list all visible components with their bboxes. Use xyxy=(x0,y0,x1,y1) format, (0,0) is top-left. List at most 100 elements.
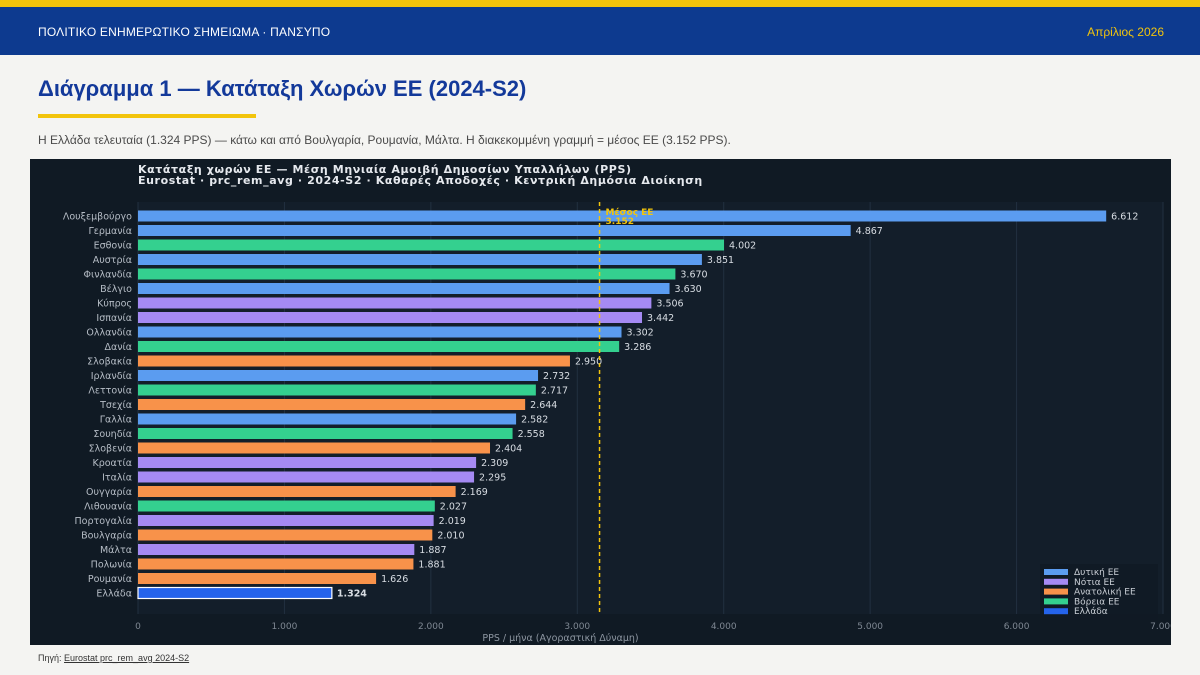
legend-label: Ανατολική ΕΕ xyxy=(1074,588,1136,598)
bar-country xyxy=(138,283,670,294)
category-label: Ελλάδα xyxy=(96,589,132,600)
value-label: 2.027 xyxy=(440,502,467,513)
header-bar: ΠΟΛΙΤΙΚΟ ΕΝΗΜΕΡΩΤΙΚΟ ΣΗΜΕΙΩΜΑ · ΠΑΝΣΥΠΟ … xyxy=(0,0,1200,55)
mean-annotation-label: Μέσος ΕΕ xyxy=(606,207,654,218)
category-label: Πορτογαλία xyxy=(74,516,132,527)
x-tick-label: 0 xyxy=(135,622,141,632)
category-label: Σλοβακία xyxy=(87,357,132,368)
footer-source: Πηγή: Eurostat prc_rem_avg 2024-S2 xyxy=(38,653,189,663)
value-label: 4.867 xyxy=(856,226,883,237)
bar-chart: 0 1.000 2.000 3.000 4.000 5.000 6.000 7.000 PPS … xyxy=(63,163,1171,644)
header-left-text: ΠΟΛΙΤΙΚΟ ΕΝΗΜΕΡΩΤΙΚΟ ΣΗΜΕΙΩΜΑ · ΠΑΝΣΥΠΟ xyxy=(38,25,331,39)
category-label: Κροατία xyxy=(92,458,132,469)
bar-country xyxy=(138,529,433,541)
bar-country xyxy=(138,413,517,425)
bar-country xyxy=(138,442,491,454)
bar-country xyxy=(138,515,434,526)
page-title: Διάγραμμα 1 — Κατάταξη Χωρών ΕΕ (2024-S2… xyxy=(38,76,527,101)
x-tick-label: 7.000 xyxy=(1150,622,1171,632)
category-label: Αυστρία xyxy=(93,255,132,266)
category-label: Κύπρος xyxy=(97,299,132,310)
bar-country xyxy=(138,268,676,280)
bar-country xyxy=(138,573,377,584)
bar-country xyxy=(138,239,725,251)
value-label: 3.506 xyxy=(656,299,683,310)
bar-country xyxy=(138,399,526,410)
source-prefix: Πηγή: xyxy=(38,653,62,663)
category-label: Βέλγιο xyxy=(100,284,132,295)
category-label: Σλοβενία xyxy=(89,444,132,455)
value-label: 2.644 xyxy=(530,400,557,411)
bar-country xyxy=(138,544,415,555)
category-label: Βουλγαρία xyxy=(81,531,132,542)
value-label: 2.404 xyxy=(495,444,522,455)
category-label: Γαλλία xyxy=(100,415,132,426)
x-tick-label: 5.000 xyxy=(857,622,883,632)
value-label: 3.442 xyxy=(647,313,674,324)
legend-swatch xyxy=(1044,598,1068,605)
bar-country xyxy=(138,558,414,570)
bar-country xyxy=(138,370,539,381)
category-label: Εσθονία xyxy=(94,241,132,252)
bar-country xyxy=(138,428,513,439)
x-axis-label: PPS / μήνα (Αγοραστική Δύναμη) xyxy=(482,633,638,644)
legend-label: Βόρεια ΕΕ xyxy=(1074,596,1120,607)
bar-country xyxy=(138,297,652,309)
bar-country xyxy=(138,225,851,236)
x-tick-label: 3.000 xyxy=(564,622,590,632)
value-label: 1.887 xyxy=(419,545,446,556)
value-label: 1.324 xyxy=(337,589,367,600)
value-label: 2.582 xyxy=(521,415,548,426)
legend-label: Ελλάδα xyxy=(1074,607,1108,617)
category-label: Φινλανδία xyxy=(84,270,132,281)
bar-country xyxy=(138,355,570,367)
mean-annotation-value: 3.152 xyxy=(606,217,634,227)
header-accent-stripe xyxy=(0,0,1200,7)
value-label: 2.309 xyxy=(481,458,508,469)
category-label: Λουξεμβούργο xyxy=(63,212,132,223)
value-label: 2.732 xyxy=(543,371,570,382)
chart-title-line1: Κατάταξη χωρών ΕΕ — Μέση Μηνιαία Αμοιβή … xyxy=(138,163,632,176)
value-label: 3.630 xyxy=(675,284,702,295)
value-label: 1.626 xyxy=(381,574,408,585)
category-label: Λιθουανία xyxy=(84,502,132,513)
bar-country xyxy=(138,457,477,468)
value-label: 2.950 xyxy=(575,357,602,368)
category-label: Τσεχία xyxy=(99,400,132,411)
bar-country xyxy=(138,500,435,512)
value-label: 2.558 xyxy=(518,429,545,440)
category-label: Ουγγαρία xyxy=(86,487,132,498)
category-label: Ισπανία xyxy=(96,313,132,324)
bar-greece xyxy=(137,586,333,600)
category-label: Ρουμανία xyxy=(88,574,132,585)
category-label: Ιρλανδία xyxy=(91,371,132,382)
category-label: Δανία xyxy=(104,342,132,353)
category-label: Γερμανία xyxy=(88,226,132,237)
bar-country xyxy=(138,384,536,396)
value-label: 3.302 xyxy=(627,328,654,339)
x-tick-label: 4.000 xyxy=(711,622,737,632)
bar-country xyxy=(138,341,620,352)
legend-swatch xyxy=(1044,569,1068,575)
value-label: 3.851 xyxy=(707,255,734,266)
bar-country xyxy=(138,326,622,338)
value-label: 2.169 xyxy=(461,487,488,498)
value-label: 3.670 xyxy=(680,270,707,281)
header-date: Απρίλιος 2026 xyxy=(1087,25,1164,39)
source-link[interactable]: Eurostat prc_rem_avg 2024-S2 xyxy=(64,653,190,663)
value-label: 6.612 xyxy=(1111,212,1138,223)
bar-country xyxy=(138,254,702,265)
value-label: 2.019 xyxy=(439,516,466,527)
legend-label: Νότια ΕΕ xyxy=(1074,577,1115,588)
category-label: Σουηδία xyxy=(93,429,132,440)
value-label: 2.295 xyxy=(479,473,506,484)
chart-panel: 0 1.000 2.000 3.000 4.000 5.000 6.000 7.000 PPS … xyxy=(30,159,1171,645)
bar-country xyxy=(138,210,1107,222)
bar-country xyxy=(138,312,643,323)
category-label: Πολωνία xyxy=(91,560,132,571)
legend-swatch xyxy=(1044,578,1068,585)
value-label: 4.002 xyxy=(729,241,756,252)
value-label: 2.717 xyxy=(541,386,568,397)
category-label: Λεττονία xyxy=(88,386,132,397)
legend-label: Δυτική ΕΕ xyxy=(1074,568,1119,578)
